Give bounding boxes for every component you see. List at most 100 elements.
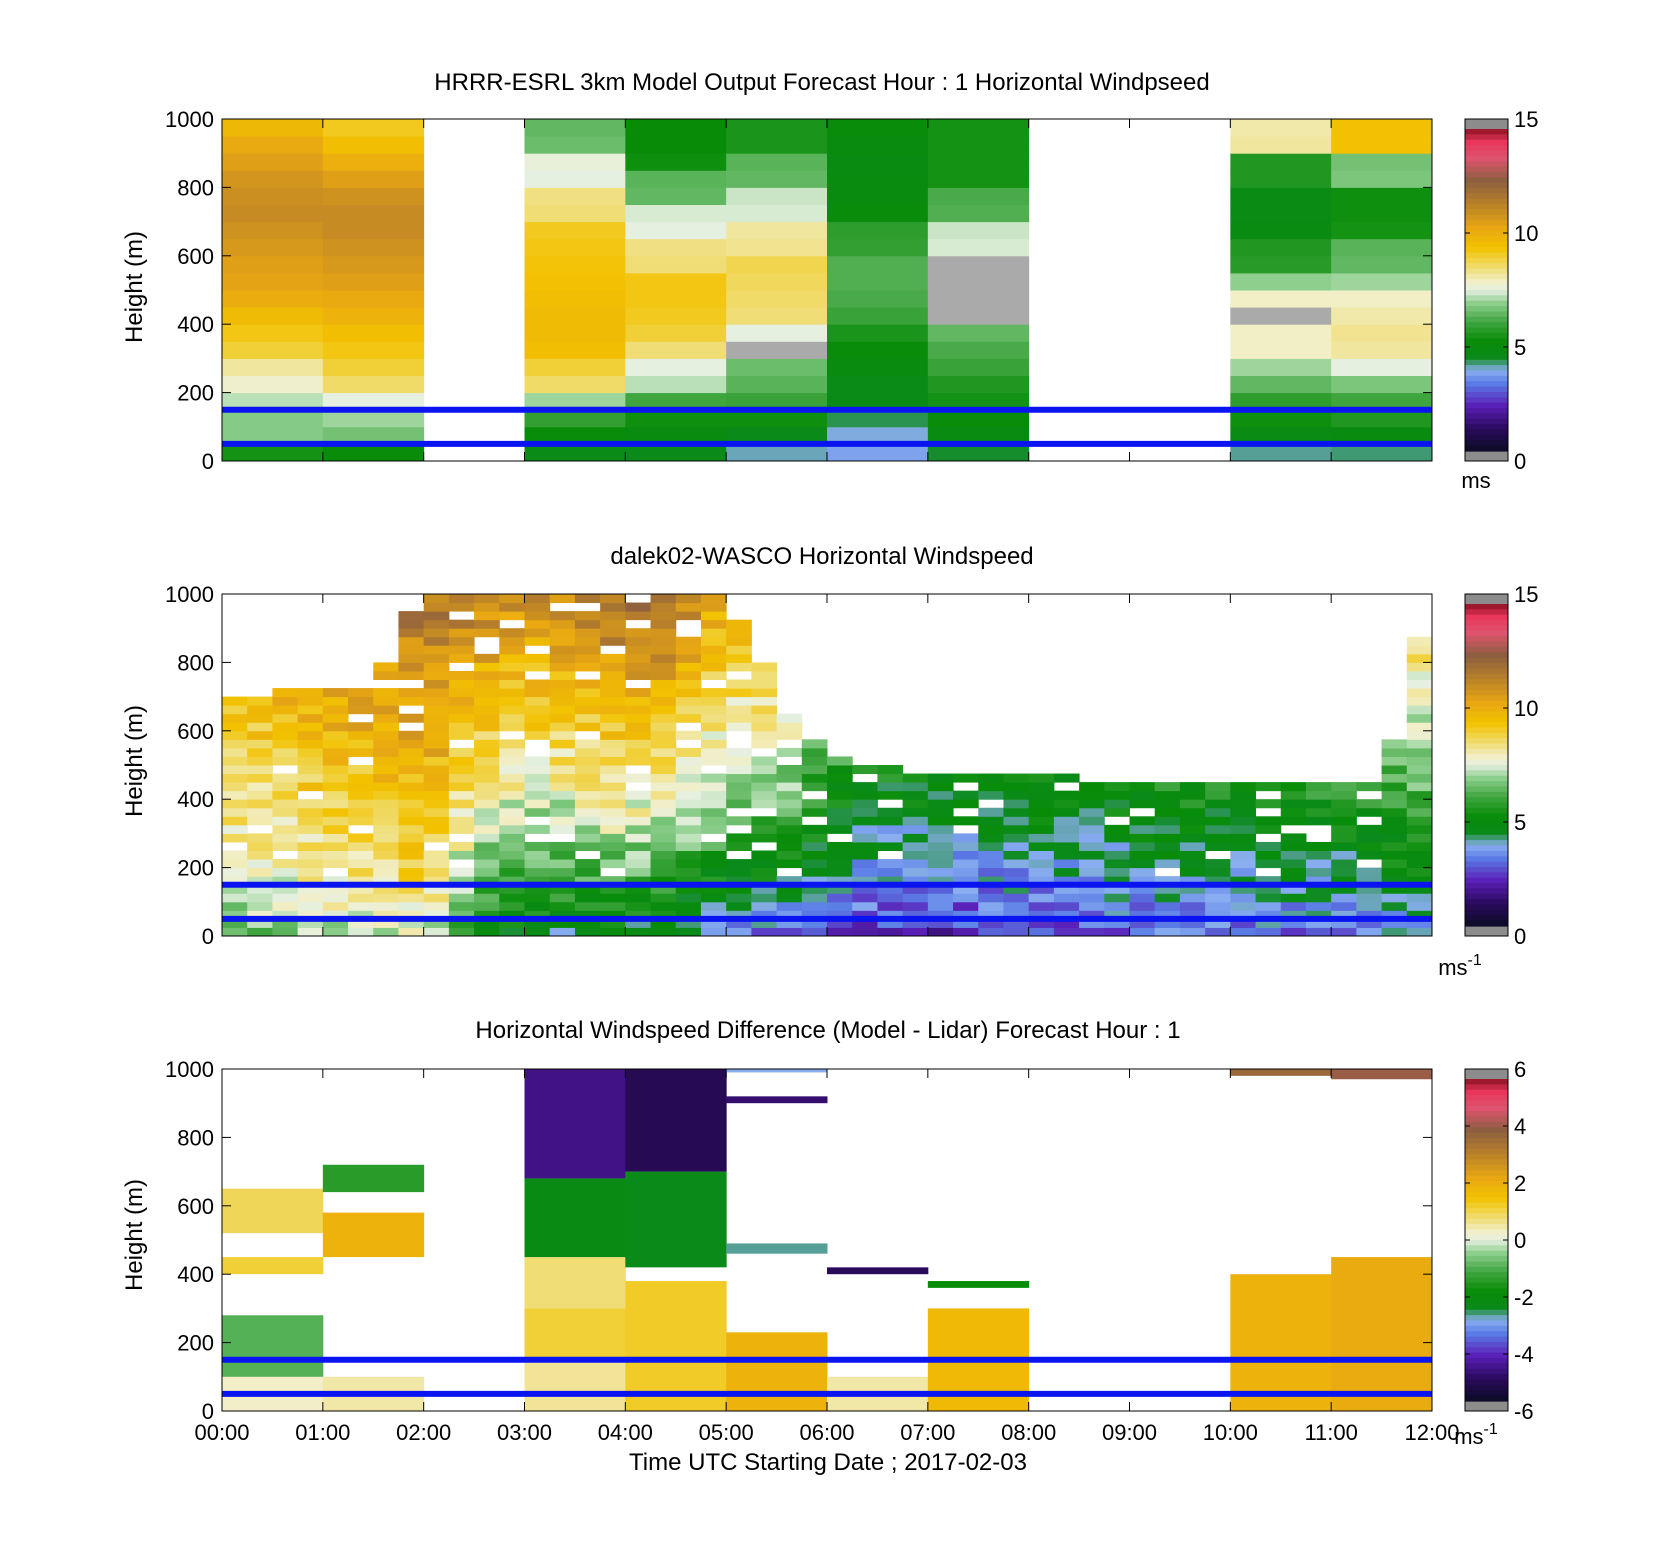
- panel-lidar-ylabel: Height (m): [121, 705, 148, 817]
- lidar-cell: [877, 876, 904, 886]
- lidar-cell: [953, 841, 979, 851]
- lidar-cell: [1154, 918, 1181, 928]
- lidar-cell: [474, 662, 500, 672]
- lidar-cell: [423, 705, 450, 715]
- panel-diff-cbar-unit-base: ms: [1454, 1424, 1483, 1449]
- lidar-cell: [549, 705, 576, 715]
- model-cell: [726, 307, 828, 325]
- lidar-cell: [600, 713, 626, 723]
- lidar-cell: [751, 670, 778, 680]
- lidar-cell: [1003, 876, 1030, 886]
- lidar-cell: [675, 670, 702, 680]
- lidar-cell: [1053, 884, 1080, 894]
- lidar-cell: [675, 884, 702, 894]
- lidar-cell: [827, 918, 853, 928]
- lidar-cell: [297, 688, 324, 698]
- model-colorbar-swatch: [1465, 311, 1508, 318]
- lidar-cell: [373, 688, 399, 698]
- diff-xtick-label: 01:00: [295, 1420, 350, 1445]
- lidar-cell: [398, 782, 425, 792]
- lidar-cell: [524, 602, 551, 612]
- lidar-cell: [348, 730, 374, 740]
- lidar-cell: [1381, 756, 1408, 766]
- lidar-cell: [700, 867, 727, 877]
- lidar-cell: [1255, 901, 1282, 911]
- lidar-cell: [1104, 790, 1130, 800]
- lidar-cell: [297, 705, 324, 715]
- lidar-cell: [549, 730, 576, 740]
- lidar-cell: [1356, 850, 1383, 860]
- model-cell: [222, 341, 324, 359]
- model-cell: [524, 170, 626, 188]
- lidar-cell: [675, 824, 702, 834]
- diff-colorbar-cap-top: [1465, 1069, 1508, 1079]
- lidar-cell: [600, 670, 626, 680]
- lidar-cell: [1079, 816, 1105, 826]
- lidar-cell: [801, 782, 828, 792]
- lidar-cell: [398, 893, 425, 903]
- lidar-cell: [625, 653, 652, 663]
- lidar-cell: [675, 910, 702, 920]
- lidar-cell: [373, 876, 399, 886]
- model-ytick-label: 200: [177, 381, 214, 406]
- lidar-cell: [398, 807, 425, 817]
- lidar-cell: [549, 910, 576, 920]
- model-cell: [1331, 204, 1433, 223]
- lidar-cell: [1028, 799, 1055, 809]
- model-colorbar-swatch: [1465, 182, 1508, 189]
- model-colorbar-swatch: [1465, 268, 1508, 275]
- lidar-cell: [1280, 918, 1307, 928]
- lidar-cell: [1079, 850, 1105, 860]
- lidar-cell: [1356, 884, 1383, 894]
- lidar-cell: [675, 653, 702, 663]
- lidar-cell: [1230, 867, 1257, 877]
- lidar-cell: [272, 705, 299, 715]
- model-colorbar-swatch: [1465, 247, 1508, 254]
- lidar-cell: [877, 782, 904, 792]
- model-colorbar-swatch: [1465, 193, 1508, 200]
- lidar-colorbar-swatch: [1465, 770, 1508, 777]
- lidar-cell: [801, 884, 828, 894]
- lidar-colorbar-swatch: [1465, 797, 1508, 804]
- model-ytick-label: 1000: [165, 107, 214, 132]
- model-colorbar-swatch: [1465, 220, 1508, 227]
- lidar-cell: [423, 833, 450, 843]
- model-colorbar-swatch: [1465, 354, 1508, 361]
- lidar-cell: [600, 739, 626, 749]
- lidar-cell: [1381, 884, 1408, 894]
- lidar-cell: [625, 859, 652, 869]
- diff-colorbar-swatch: [1465, 1197, 1508, 1204]
- lidar-cell: [877, 859, 904, 869]
- model-cell: [726, 119, 828, 137]
- diff-colorbar-swatch: [1465, 1207, 1508, 1214]
- lidar-cell: [625, 730, 652, 740]
- lidar-cell: [1179, 901, 1206, 911]
- lidar-cell: [1053, 824, 1080, 834]
- lidar-cell: [1154, 790, 1181, 800]
- lidar-cell: [953, 910, 979, 920]
- lidar-cell: [373, 799, 399, 809]
- lidar-cell: [297, 876, 324, 886]
- lidar-colorbar-swatch: [1465, 807, 1508, 814]
- lidar-cell: [1003, 799, 1030, 809]
- lidar-cell: [1406, 807, 1433, 817]
- lidar-cell: [1079, 910, 1105, 920]
- lidar-cell: [726, 765, 752, 775]
- lidar-cell: [474, 841, 500, 851]
- lidar-cell: [650, 602, 677, 612]
- lidar-cell: [574, 679, 601, 689]
- lidar-cell: [574, 619, 601, 629]
- model-cell: [827, 290, 929, 308]
- lidar-cell: [953, 927, 979, 937]
- lidar-cell: [474, 713, 500, 723]
- model-cell: [1331, 136, 1433, 154]
- model-colorbar-swatch: [1465, 166, 1508, 173]
- lidar-cell: [1406, 841, 1433, 851]
- lidar-cell: [1053, 790, 1080, 800]
- model-colorbar-swatch: [1465, 365, 1508, 372]
- model-cell: [927, 426, 1030, 445]
- lidar-cell: [877, 807, 904, 817]
- lidar-cell: [499, 901, 525, 911]
- lidar-cell: [272, 893, 299, 903]
- lidar-cell: [1406, 670, 1433, 680]
